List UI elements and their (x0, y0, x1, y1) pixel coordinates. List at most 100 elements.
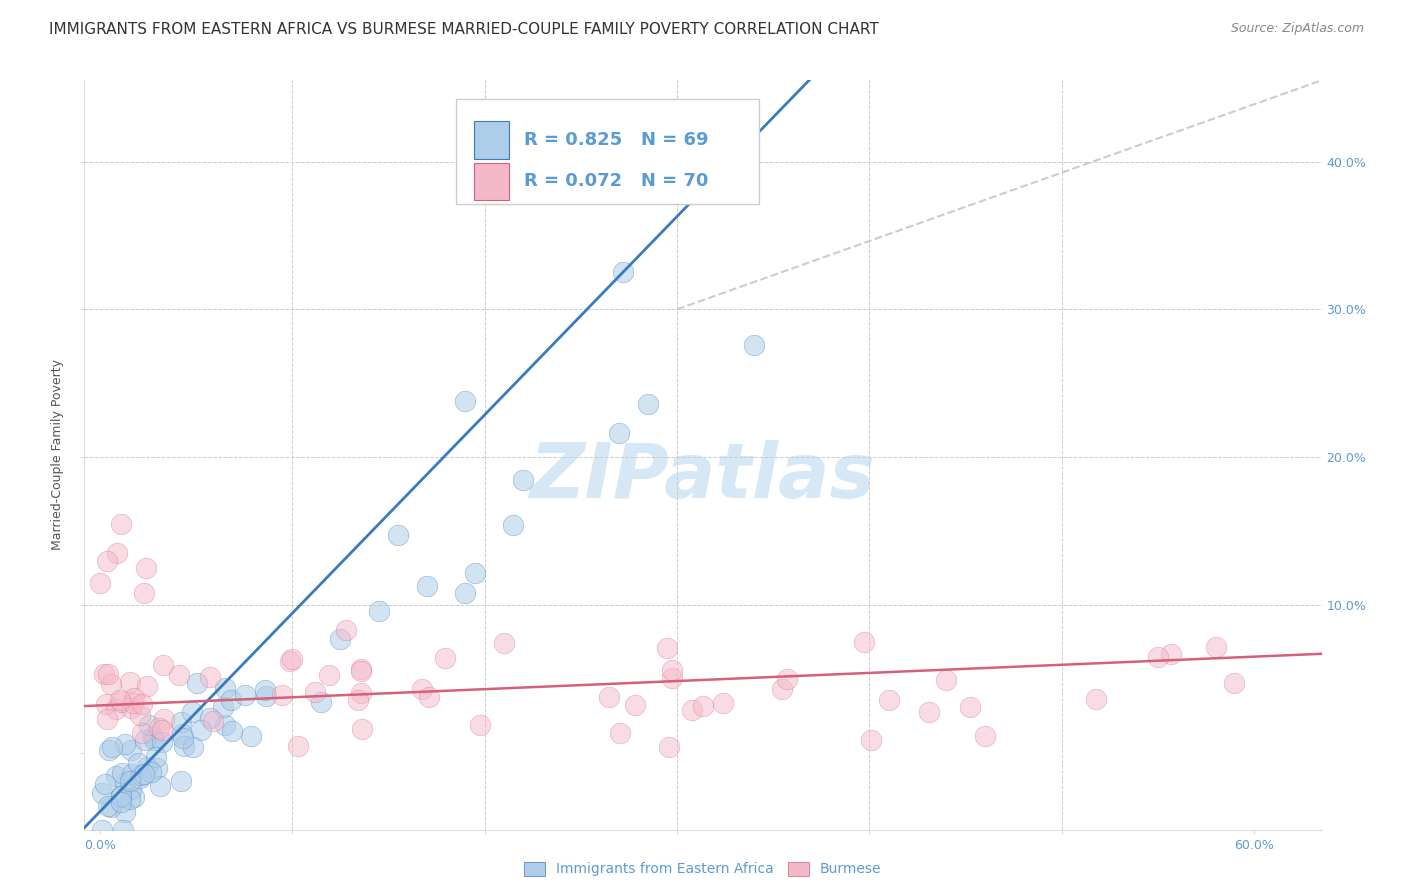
Point (852, 634, 875, 648)
Point (110, 516, 132, 531)
Point (122, 789, 145, 804)
Point (214, 718, 236, 732)
Point (661, 671, 683, 685)
Point (350, 722, 373, 736)
Point (860, 733, 883, 747)
Point (335, 623, 357, 637)
Point (411, 681, 433, 696)
Point (776, 672, 799, 686)
Point (110, 789, 132, 804)
Point (973, 729, 995, 743)
Point (91, 786, 114, 800)
Point (120, 674, 142, 689)
Point (94, 697, 117, 711)
Point (770, 681, 793, 696)
Point (98, 743, 121, 757)
Point (97, 798, 120, 813)
Point (169, 714, 191, 729)
Point (607, 425, 630, 440)
Point (692, 699, 714, 714)
Point (132, 586, 155, 600)
Point (127, 756, 149, 771)
Point (329, 632, 352, 646)
Point (598, 690, 620, 704)
Point (935, 673, 957, 687)
Point (104, 702, 127, 716)
Point (111, 822, 134, 837)
Point (350, 686, 373, 700)
Point (624, 698, 647, 712)
Point (742, 338, 765, 352)
Point (281, 652, 304, 666)
Point (233, 688, 256, 702)
Point (172, 727, 194, 741)
Point (468, 717, 491, 731)
Point (105, 769, 128, 783)
Point (173, 739, 195, 754)
Point (917, 706, 939, 720)
Point (512, 473, 534, 487)
Point (122, 696, 145, 710)
Point (148, 721, 170, 735)
Point (142, 732, 165, 747)
Y-axis label: Married-Couple Family Poverty: Married-Couple Family Poverty (51, 359, 65, 550)
Point (134, 733, 156, 747)
Point (121, 781, 143, 796)
Point (711, 697, 734, 711)
Point (609, 726, 631, 740)
Legend: Immigrants from Eastern Africa, Burmese: Immigrants from Eastern Africa, Burmese (520, 857, 886, 880)
Point (172, 731, 194, 745)
Point (138, 718, 160, 732)
Point (387, 527, 409, 541)
Point (309, 695, 332, 709)
Point (114, 805, 136, 820)
Point (120, 774, 142, 789)
Point (198, 710, 221, 724)
Point (1085, 692, 1108, 706)
Point (96, 712, 118, 726)
Point (253, 683, 276, 698)
Point (121, 743, 143, 757)
Point (149, 780, 172, 794)
Point (110, 695, 132, 709)
Point (150, 723, 173, 737)
Point (219, 692, 242, 706)
Point (287, 739, 309, 753)
Point (105, 546, 128, 560)
Point (1205, 640, 1227, 654)
Point (959, 700, 981, 714)
Point (110, 795, 132, 809)
Point (122, 690, 145, 705)
Point (132, 767, 155, 781)
Point (464, 566, 486, 581)
Point (111, 765, 134, 780)
Point (91, 822, 114, 837)
Point (152, 657, 174, 672)
Point (131, 726, 153, 740)
Point (350, 664, 373, 678)
Text: ZIPatlas: ZIPatlas (530, 441, 876, 515)
Point (657, 641, 679, 656)
Point (877, 692, 900, 706)
Point (190, 723, 212, 738)
Point (114, 738, 136, 752)
Point (271, 688, 294, 702)
Point (146, 760, 169, 774)
Point (1160, 647, 1182, 661)
Point (418, 690, 440, 704)
Point (150, 735, 173, 749)
Text: IMMIGRANTS FROM EASTERN AFRICA VS BURMESE MARRIED-COUPLE FAMILY POVERTY CORRELAT: IMMIGRANTS FROM EASTERN AFRICA VS BURMES… (49, 22, 879, 37)
Point (169, 774, 191, 789)
Point (304, 685, 326, 699)
Point (121, 766, 143, 780)
Point (180, 705, 202, 719)
Point (239, 729, 262, 743)
Point (142, 731, 165, 745)
Point (661, 663, 683, 677)
Point (153, 712, 176, 726)
Point (278, 654, 301, 668)
Point (128, 707, 150, 722)
Text: R = 0.072   N = 70: R = 0.072 N = 70 (523, 172, 709, 190)
Point (145, 750, 167, 764)
Point (454, 586, 477, 600)
